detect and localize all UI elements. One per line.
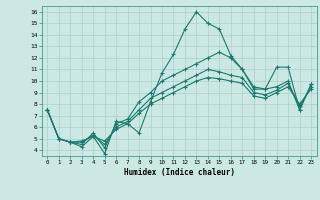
- X-axis label: Humidex (Indice chaleur): Humidex (Indice chaleur): [124, 168, 235, 177]
